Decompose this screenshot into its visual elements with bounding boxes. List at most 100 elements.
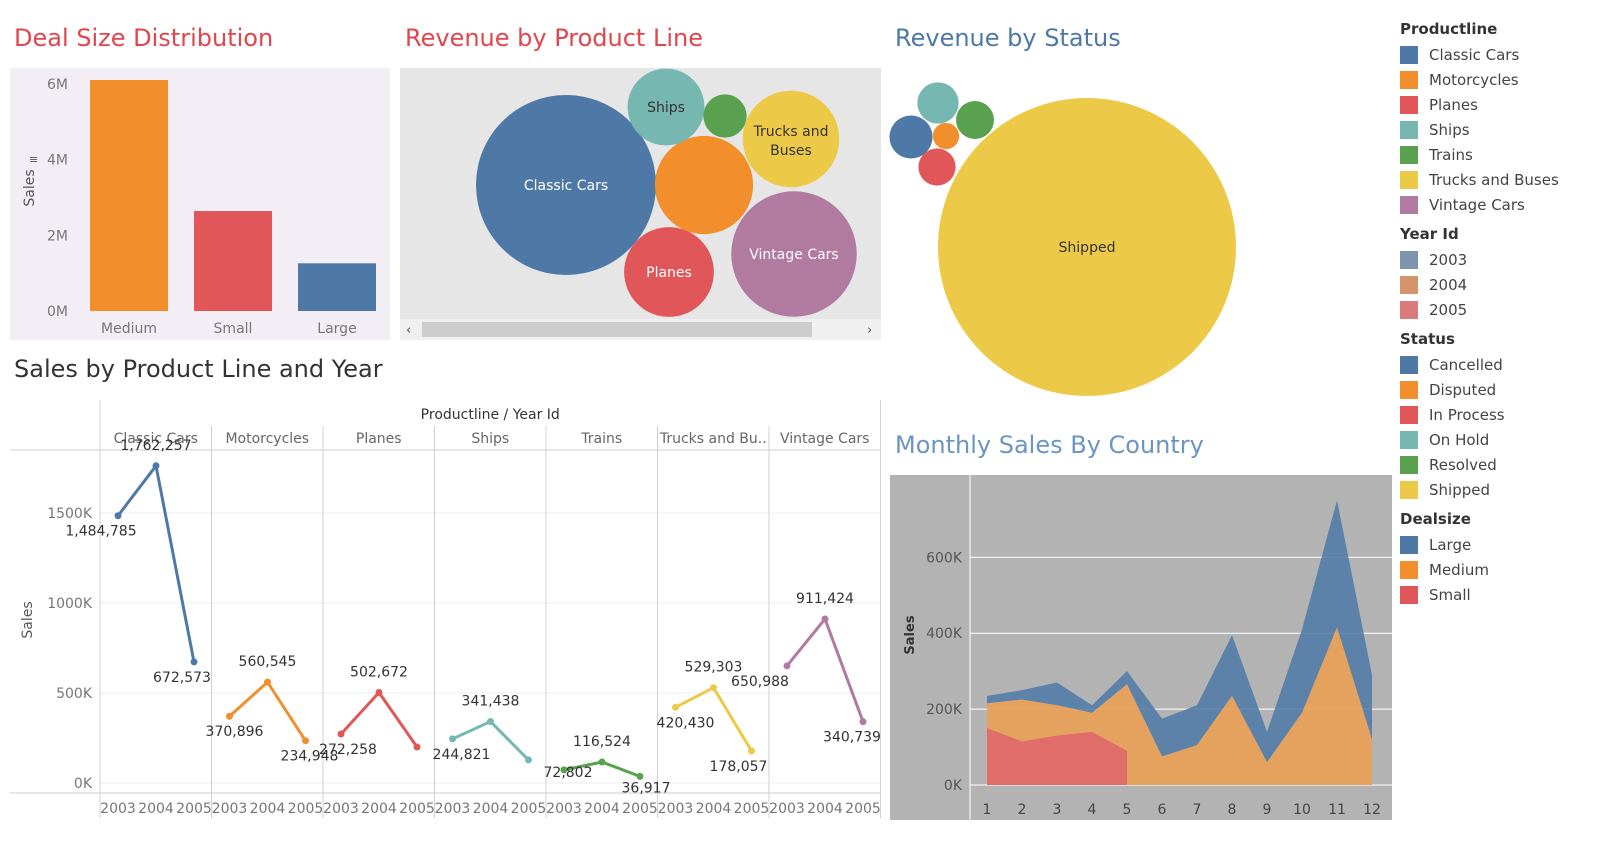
data-point[interactable] — [152, 462, 160, 470]
legend-item-motorcycles[interactable]: Motorcycles — [1400, 67, 1610, 92]
data-point[interactable] — [560, 766, 568, 774]
scroll-right-icon[interactable]: › — [867, 323, 872, 338]
data-point[interactable] — [821, 615, 829, 623]
bar-small[interactable] — [194, 211, 272, 311]
series-line-planes[interactable] — [339, 690, 419, 748]
legend-item-resolved[interactable]: Resolved — [1400, 452, 1610, 477]
data-point[interactable] — [413, 743, 421, 751]
monthly-country-title: Monthly Sales By Country — [895, 431, 1204, 459]
legend-item-planes[interactable]: Planes — [1400, 92, 1610, 117]
month-tick: 4 — [1088, 802, 1097, 818]
year-tick: 2003 — [323, 801, 359, 817]
legend-status: Status Cancelled Disputed In Process On Hol… — [1400, 330, 1610, 502]
bubble-in-process[interactable] — [918, 148, 956, 186]
data-point[interactable] — [859, 718, 867, 726]
legend-item-vintage-cars[interactable]: Vintage Cars — [1400, 192, 1610, 217]
data-point[interactable] — [190, 658, 198, 666]
data-point[interactable] — [525, 756, 532, 764]
deal-y-tick: 2M — [47, 228, 68, 244]
data-point[interactable] — [337, 730, 345, 738]
data-point[interactable] — [264, 678, 271, 686]
legend-item-disputed[interactable]: Disputed — [1400, 377, 1610, 402]
bubble-motorcycles[interactable] — [654, 135, 754, 235]
bubble-on-hold[interactable] — [917, 82, 959, 124]
legend-productline: Productline Classic Cars Motorcycles Plane… — [1400, 20, 1610, 217]
series-line-classic-cars[interactable] — [116, 462, 196, 663]
deal-x-tick: Small — [214, 321, 253, 337]
legend-label: Cancelled — [1429, 355, 1503, 374]
sort-icon[interactable]: ≡ — [29, 153, 38, 166]
data-label: 178,057 — [710, 759, 768, 775]
area-y-axis-label: Sales — [903, 615, 918, 654]
bubble-resolved[interactable] — [956, 101, 994, 139]
data-point[interactable] — [302, 737, 309, 745]
legend-item-trucks-and-buses[interactable]: Trucks and Buses — [1400, 167, 1610, 192]
bubble-shipped[interactable] — [938, 98, 1236, 396]
legend-item-on-hold[interactable]: On Hold — [1400, 427, 1610, 452]
area-y-tick: 600K — [926, 550, 963, 566]
scrollbar-thumb[interactable] — [422, 322, 812, 337]
data-point[interactable] — [710, 684, 717, 692]
legend-item-medium[interactable]: Medium — [1400, 557, 1610, 582]
data-point[interactable] — [783, 662, 791, 670]
data-label: 1,762,257 — [120, 438, 191, 454]
year-tick: 2005 — [622, 801, 658, 817]
data-point[interactable] — [449, 735, 456, 743]
legend-item-2004[interactable]: 2004 — [1400, 272, 1610, 297]
bar-large[interactable] — [298, 263, 376, 311]
legend-swatch — [1400, 250, 1418, 269]
data-point[interactable] — [672, 703, 679, 711]
legend-label: Resolved — [1429, 455, 1497, 474]
month-tick: 12 — [1363, 802, 1381, 818]
legend-swatch — [1400, 70, 1418, 89]
deal-size-chart: 0M 2M 4M 6M Sales ≡ Medium Small Large — [10, 68, 390, 340]
data-point[interactable] — [114, 512, 122, 520]
line-y-tick: 500K — [56, 686, 93, 702]
revenue-status-bubble-chart: Shipped — [889, 82, 1236, 396]
legend-item-2003[interactable]: 2003 — [1400, 247, 1610, 272]
year-tick: 2004 — [473, 801, 509, 817]
legend-item-cancelled[interactable]: Cancelled — [1400, 352, 1610, 377]
bubble-classic-cars[interactable] — [476, 95, 656, 275]
legend-panel: Productline Classic Cars Motorcycles Plane… — [1400, 12, 1610, 607]
legend-item-large[interactable]: Large — [1400, 532, 1610, 557]
legend-swatch — [1400, 120, 1418, 139]
series-line-vintage-cars[interactable] — [785, 615, 865, 723]
bubble-trains[interactable] — [703, 94, 747, 138]
legend-swatch — [1400, 560, 1418, 579]
month-tick: 1 — [983, 802, 992, 818]
data-point[interactable] — [487, 718, 494, 726]
legend-item-ships[interactable]: Ships — [1400, 117, 1610, 142]
legend-swatch — [1400, 430, 1418, 449]
legend-label: Trains — [1429, 145, 1473, 164]
bubble-planes[interactable] — [624, 227, 714, 317]
area-y-tick: 200K — [926, 702, 963, 718]
data-point[interactable] — [598, 758, 606, 766]
data-point[interactable] — [226, 712, 233, 720]
bubble-cancelled[interactable] — [889, 115, 933, 159]
legend-label: Trucks and Buses — [1429, 170, 1559, 189]
bubble-disputed[interactable] — [932, 122, 960, 150]
legend-item-classic-cars[interactable]: Classic Cars — [1400, 42, 1610, 67]
scroll-left-icon[interactable]: ‹ — [406, 323, 411, 338]
bar-medium[interactable] — [90, 80, 168, 311]
legend-item-shipped[interactable]: Shipped — [1400, 477, 1610, 502]
area-small[interactable] — [987, 728, 1127, 785]
data-label: 116,524 — [573, 734, 631, 750]
bubble-vintage-cars[interactable] — [731, 191, 857, 317]
area-large[interactable] — [987, 500, 1372, 763]
legend-item-trains[interactable]: Trains — [1400, 142, 1610, 167]
data-point[interactable] — [748, 747, 755, 755]
bubble-trucks-and-buses[interactable] — [742, 90, 840, 188]
data-label: 650,988 — [731, 674, 789, 690]
data-point[interactable] — [636, 772, 644, 780]
bubble-label: Ships — [647, 100, 685, 116]
bubble-ships[interactable] — [627, 68, 705, 146]
legend-item-in-process[interactable]: In Process — [1400, 402, 1610, 427]
year-tick: 2005 — [734, 801, 770, 817]
legend-item-small[interactable]: Small — [1400, 582, 1610, 607]
data-label: 340,739 — [823, 730, 881, 746]
data-point[interactable] — [375, 689, 383, 697]
legend-item-2005[interactable]: 2005 — [1400, 297, 1610, 322]
legend-status-title: Status — [1400, 330, 1455, 348]
